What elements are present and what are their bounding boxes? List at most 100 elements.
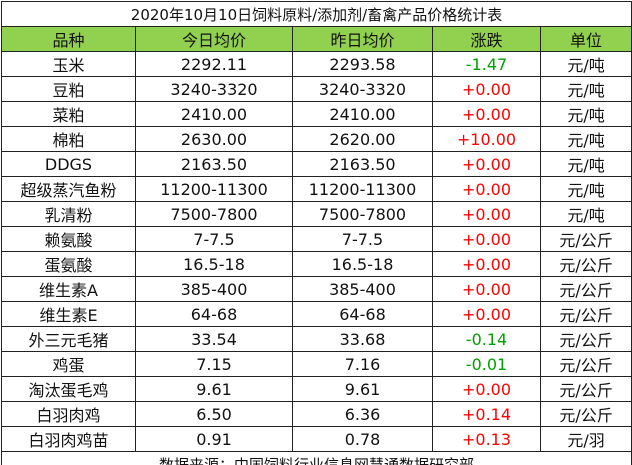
data-row: 乳清粉 7500-7800 7500-7800 +0.00 元/吨 [1,201,632,227]
cell: 元/公斤 [539,251,632,277]
table-title: 2020年10月10日饲料原料/添加剂/畜禽产品价格统计表 [0,1,632,27]
data-row: 维生素A 385-400 385-400 +0.00 元/公斤 [1,276,632,302]
cell: 3240-3320 [135,76,293,102]
cell: 2620.00 [292,126,433,152]
change-cell: +0.14 [432,401,541,427]
cell: 2292.11 [135,51,293,77]
data-row: 超级蒸汽鱼粉 11200-11300 11200-11300 +0.00 元/吨 [1,176,632,202]
cell: 菜粕 [1,101,136,127]
data-row: 玉米 2292.11 2293.58 -1.47 元/吨 [1,51,632,77]
header-cell: 涨跌 [432,26,541,52]
cell: 元/公斤 [539,351,632,377]
cell: 元/公斤 [539,401,632,427]
cell: 3240-3320 [292,76,433,102]
cell: 玉米 [1,51,136,77]
cell: 维生素E [1,301,136,327]
data-row: 外三元毛猪 33.54 33.68 -0.14 元/公斤 [1,326,632,352]
cell: 豆粕 [1,76,136,102]
header-cell: 单位 [539,26,632,52]
cell: 乳清粉 [1,201,136,227]
cell: 9.61 [292,376,433,402]
cell: 元/吨 [539,201,632,227]
cell: 元/羽 [539,426,632,452]
cell: 元/公斤 [539,276,632,302]
cell: 33.68 [292,326,433,352]
source-note: 数据来源：中国饲料行业信息网慧通数据研究部 [0,451,632,465]
cell: 7.16 [292,351,433,377]
cell: 鸡蛋 [1,351,136,377]
cell: 0.78 [292,426,433,452]
cell: 64-68 [292,301,433,327]
change-cell: +0.00 [432,151,541,177]
cell: 7500-7800 [292,201,433,227]
cell: 2293.58 [292,51,433,77]
cell: 外三元毛猪 [1,326,136,352]
cell: 7-7.5 [292,226,433,252]
cell: 蛋氨酸 [1,251,136,277]
cell: 6.50 [135,401,293,427]
cell: 11200-11300 [135,176,293,202]
change-cell: +0.00 [432,176,541,202]
cell: 7-7.5 [135,226,293,252]
change-cell: +0.00 [432,101,541,127]
data-row: 白羽肉鸡苗 0.91 0.78 +0.13 元/羽 [1,426,632,452]
cell: 64-68 [135,301,293,327]
cell: DDGS [1,151,136,177]
cell: 元/吨 [539,76,632,102]
data-row: 鸡蛋 7.15 7.16 -0.01 元/公斤 [1,351,632,377]
footer-row: 数据来源：中国饲料行业信息网慧通数据研究部 [0,451,632,465]
data-row: 白羽肉鸡 6.50 6.36 +0.14 元/公斤 [1,401,632,427]
cell: 元/吨 [539,101,632,127]
cell: 元/吨 [539,151,632,177]
cell: 元/吨 [539,176,632,202]
cell: 元/公斤 [539,376,632,402]
data-row: DDGS 2163.50 2163.50 +0.00 元/吨 [1,151,632,177]
cell: 7.15 [135,351,293,377]
change-cell: +0.00 [432,76,541,102]
cell: 2163.50 [292,151,433,177]
cell: 385-400 [135,276,293,302]
cell: 棉粕 [1,126,136,152]
data-row: 豆粕 3240-3320 3240-3320 +0.00 元/吨 [1,76,632,102]
header-cell: 昨日均价 [292,26,433,52]
cell: 维生素A [1,276,136,302]
cell: 白羽肉鸡苗 [1,426,136,452]
change-cell: +0.13 [432,426,541,452]
change-cell: -0.01 [432,351,541,377]
change-cell: +0.00 [432,276,541,302]
change-cell: +0.00 [432,376,541,402]
cell: 11200-11300 [292,176,433,202]
cell: 超级蒸汽鱼粉 [1,176,136,202]
cell: 元/公斤 [539,326,632,352]
cell: 2630.00 [135,126,293,152]
data-row: 淘汰蛋毛鸡 9.61 9.61 +0.00 元/公斤 [1,376,632,402]
cell: 9.61 [135,376,293,402]
cell: 6.36 [292,401,433,427]
cell: 0.91 [135,426,293,452]
cell: 2410.00 [135,101,293,127]
data-row: 赖氨酸 7-7.5 7-7.5 +0.00 元/公斤 [1,226,632,252]
data-row: 蛋氨酸 16.5-18 16.5-18 +0.00 元/公斤 [1,251,632,277]
cell: 16.5-18 [292,251,433,277]
header-cell: 今日均价 [135,26,293,52]
cell: 16.5-18 [135,251,293,277]
header-cell: 品种 [1,26,136,52]
change-cell: +10.00 [432,126,541,152]
data-row: 棉粕 2630.00 2620.00 +10.00 元/吨 [1,126,632,152]
cell: 7500-7800 [135,201,293,227]
cell: 元/公斤 [539,301,632,327]
header-row: 品种 今日均价 昨日均价 涨跌 单位 [1,26,632,52]
cell: 赖氨酸 [1,226,136,252]
cell: 淘汰蛋毛鸡 [1,376,136,402]
cell: 元/吨 [539,126,632,152]
cell: 白羽肉鸡 [1,401,136,427]
cell: 2163.50 [135,151,293,177]
change-cell: +0.00 [432,226,541,252]
cell: 元/公斤 [539,226,632,252]
change-cell: -0.14 [432,326,541,352]
change-cell: -1.47 [432,51,541,77]
data-row: 菜粕 2410.00 2410.00 +0.00 元/吨 [1,101,632,127]
data-row: 维生素E 64-68 64-68 +0.00 元/公斤 [1,301,632,327]
